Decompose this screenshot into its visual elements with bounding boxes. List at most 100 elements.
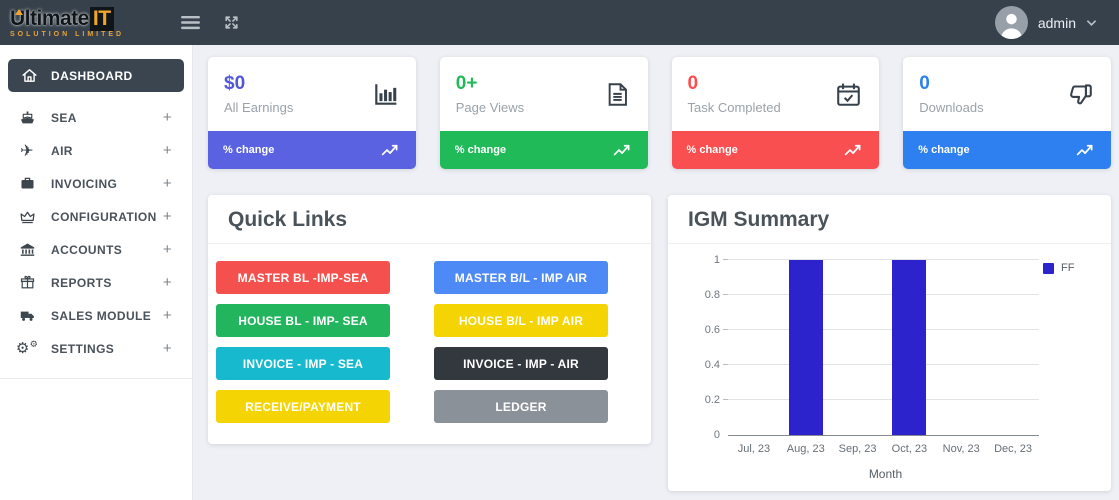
legend-series-label: FF (1061, 262, 1075, 274)
sidebar-item-settings[interactable]: ⚙⚙ SETTINGS + (0, 332, 192, 365)
chart-x-tick-label: Dec, 23 (994, 443, 1033, 455)
stat-card-body: 0 Downloads (903, 57, 1111, 131)
chart-x-axis-title: Month (868, 467, 903, 481)
user-menu[interactable]: admin (994, 6, 1119, 39)
chart-gridline (723, 259, 1039, 260)
stat-card-footer-link[interactable]: % change (671, 131, 880, 169)
stat-cards-row: $0 All Earnings % change 0+ Page Views % chan… (208, 57, 1111, 169)
sidebar: DASHBOARD SEA + ✈ AIR + INVOICING + CONFIGURATIO… (0, 45, 193, 500)
stat-card-downloads: 0 Downloads % change (903, 57, 1111, 169)
quick-link-invoice-imp-sea[interactable]: INVOICE - IMP - SEA (216, 347, 390, 380)
sidebar-item-configuration[interactable]: CONFIGURATION + (0, 200, 192, 233)
sidebar-divider (0, 378, 192, 379)
gift-icon (18, 274, 36, 291)
home-icon (20, 67, 38, 84)
trend-up-icon (843, 140, 864, 161)
document-icon (603, 80, 632, 109)
chart-plot-area: 0 0.2 0.4 0.6 0.8 1 (705, 254, 1039, 441)
chart-legend: FF (1043, 260, 1105, 481)
gear-icon: ⚙⚙ (15, 339, 39, 357)
quick-link-ledger[interactable]: LEDGER (434, 390, 608, 423)
quick-link-master-b-l-imp-air[interactable]: MASTER B/L - IMP AIR (434, 261, 608, 294)
sidebar-item-sales-module[interactable]: SALES MODULE + (0, 299, 192, 332)
stat-card-body: 0+ Page Views (440, 57, 648, 131)
stat-card-footer-link[interactable]: % change (208, 131, 416, 169)
sidebar-item-air[interactable]: ✈ AIR + (0, 134, 192, 167)
plus-icon: + (162, 175, 172, 192)
quick-links-title: Quick Links (208, 195, 651, 244)
bar-chart-icon (371, 80, 400, 109)
sidebar-item-label: AIR (51, 143, 73, 158)
crown-icon (18, 208, 36, 225)
chart-x-tick-label: Jul, 23 (737, 443, 771, 455)
chart-x-labels: Jul, 23 Aug, 23 Sep, 23 Oct, 23 Nov, 23 Dec, … (728, 436, 1039, 455)
quick-link-house-bl-imp-sea[interactable]: HOUSE BL - IMP- SEA (216, 304, 390, 337)
chart-bar-aug-23 (788, 260, 823, 435)
footer-change-label: % change (918, 144, 970, 156)
chart-gridline (723, 399, 1039, 400)
chart-x-tick-label: Aug, 23 (786, 443, 825, 455)
chart-gridline (723, 294, 1039, 295)
footer-change-label: % change (223, 144, 275, 156)
legend-swatch (1043, 263, 1054, 274)
quick-links-grid: MASTER BL -IMP-SEA MASTER B/L - IMP AIR HO… (208, 244, 651, 444)
chart-bar-oct-23 (892, 260, 927, 435)
briefcase-icon (18, 175, 36, 192)
logo-subtitle: SOLUTION LIMITED (10, 30, 125, 38)
sidebar-item-label: ACCOUNTS (51, 242, 123, 257)
truck-icon (18, 307, 36, 324)
quick-link-master-bl-imp-sea[interactable]: MASTER BL -IMP-SEA (216, 261, 390, 294)
sidebar-toggle-button[interactable] (177, 11, 204, 34)
sidebar-item-sea[interactable]: SEA + (0, 101, 192, 134)
plus-icon: + (162, 109, 172, 126)
plus-icon: + (162, 241, 172, 258)
quick-link-invoice-imp-air[interactable]: INVOICE - IMP - AIR (434, 347, 608, 380)
top-bar: Ultimate IT SOLUTION LIMITED admin (0, 0, 1119, 45)
sidebar-item-dashboard[interactable]: DASHBOARD (8, 59, 184, 92)
user-name: admin (1037, 14, 1076, 31)
chart-y-tick-label: 0.8 (704, 289, 720, 301)
avatar (994, 6, 1028, 39)
trend-up-icon (380, 140, 401, 161)
fullscreen-button[interactable] (219, 10, 244, 35)
sidebar-item-label: REPORTS (51, 275, 112, 290)
stat-card-page-views: 0+ Page Views % change (439, 57, 648, 169)
stat-card-label: Task Completed (687, 100, 781, 115)
ship-icon (18, 109, 36, 126)
main-content: $0 All Earnings % change 0+ Page Views % chan… (194, 45, 1119, 500)
stat-card-value: 0 (687, 73, 699, 94)
logo-caret-icon (15, 8, 23, 15)
sidebar-item-label: DASHBOARD (51, 68, 133, 83)
quick-link-receive-payment[interactable]: RECEIVE/PAYMENT (216, 390, 390, 423)
logo-text: Ultimate IT (10, 6, 162, 31)
chevron-down-icon (1086, 19, 1097, 27)
stat-card-body: 0 Task Completed (672, 57, 880, 131)
calendar-check-icon (834, 80, 863, 109)
sidebar-item-label: SEA (51, 110, 77, 125)
chart-gridline (723, 329, 1039, 330)
plane-icon: ✈ (20, 140, 34, 160)
logo-brand-accent: IT (89, 6, 114, 31)
stat-card-value: $0 (224, 73, 246, 94)
quick-link-house-b-l-imp-air[interactable]: HOUSE B/L - IMP AIR (434, 304, 608, 337)
stat-card-footer-link[interactable]: % change (903, 131, 1111, 169)
app-logo[interactable]: Ultimate IT SOLUTION LIMITED (0, 6, 162, 38)
sidebar-item-invoicing[interactable]: INVOICING + (0, 167, 192, 200)
quick-links-panel: Quick Links MASTER BL -IMP-SEA MASTER B/L… (208, 195, 651, 444)
stat-card-label: Downloads (919, 100, 984, 115)
chart-x-tick-label: Oct, 23 (891, 443, 928, 455)
chart-x-tick-label: Nov, 23 (942, 443, 980, 455)
hamburger-icon (181, 15, 200, 30)
plus-icon: + (162, 208, 172, 225)
sidebar-item-reports[interactable]: REPORTS + (0, 266, 192, 299)
footer-change-label: % change (454, 144, 507, 156)
expand-arrows-icon (223, 14, 240, 31)
sidebar-item-accounts[interactable]: ACCOUNTS + (0, 233, 192, 266)
chart-y-tick-label: 0.6 (704, 324, 720, 336)
footer-change-label: % change (686, 144, 738, 156)
chart-y-tick-label: 0.2 (704, 394, 720, 406)
stat-card-body: $0 All Earnings (208, 57, 416, 131)
stat-card-footer-link[interactable]: % change (439, 131, 648, 169)
trend-up-icon (612, 140, 633, 161)
logo-brand: Ultimate (10, 6, 89, 30)
